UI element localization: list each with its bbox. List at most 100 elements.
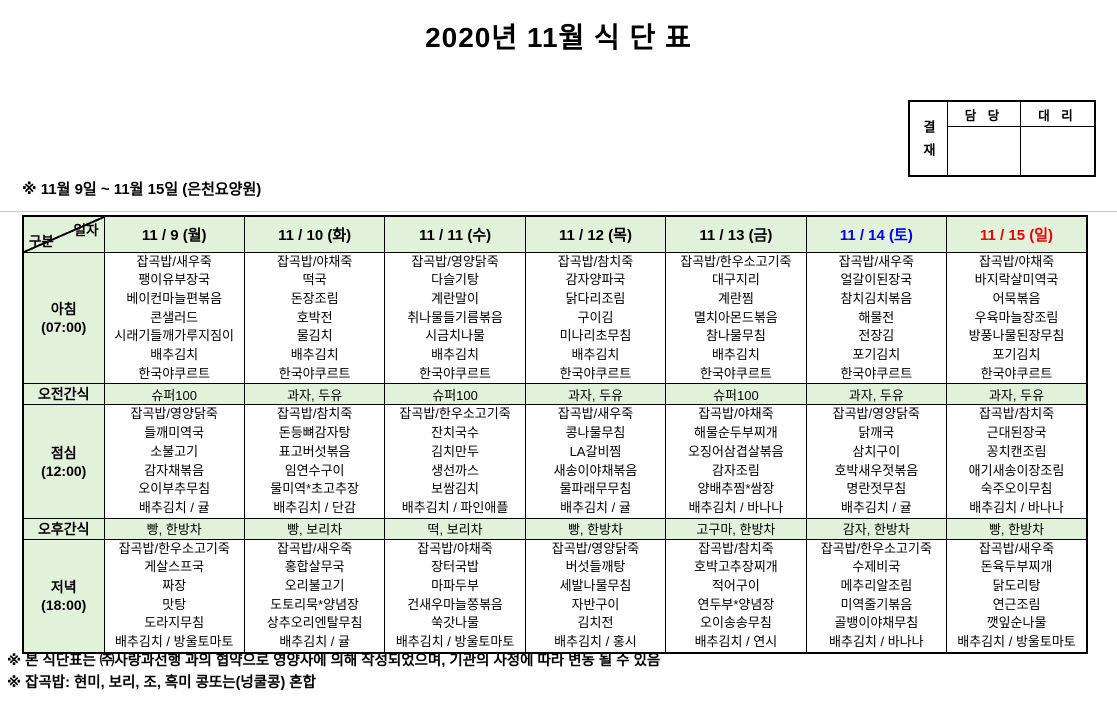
- footnotes: ※ 본 식단표는 ㈜사랑과선행 과의 협약으로 영양사에 의해 작성되었으며, …: [7, 650, 660, 694]
- menu-item: 계란말이: [431, 290, 479, 306]
- menu-item: 콩나물무침: [565, 425, 626, 441]
- menu-item: 오이부추무침: [138, 481, 211, 497]
- menu-item: 임연수구이: [284, 462, 345, 478]
- menu-item: 자반구이: [571, 596, 620, 612]
- menu-item: 잡곡밥/영양닭죽: [832, 406, 920, 422]
- menu-item: 수제비국: [852, 559, 901, 575]
- approval-sign-cell-damdang: [948, 127, 1021, 175]
- page-break-line: [0, 211, 1117, 212]
- snack-cell: 슈퍼100: [665, 383, 807, 406]
- menu-item: 대구지리: [711, 272, 760, 288]
- menu-item: 잡곡밥/참치죽: [698, 540, 774, 556]
- snack-cell: 빵, 보리차: [243, 517, 386, 540]
- approval-sign-cell-daeri: [1021, 127, 1094, 175]
- meal-cell: 잡곡밥/참치죽 호박고추장찌개 적어구이 연두부*양념장 오이송송무침 배추김치 / 연시: [665, 538, 807, 654]
- menu-item: 오리불고기: [284, 578, 345, 594]
- menu-item: 잡곡밥/야채죽: [276, 253, 353, 269]
- menu-item: 들깨미역국: [144, 425, 205, 441]
- menu-item: 한국야쿠르트: [700, 365, 772, 381]
- menu-item: 표고버섯볶음: [278, 443, 351, 459]
- menu-item: 잔치국수: [431, 425, 479, 441]
- menu-item: 감자채볶음: [144, 462, 205, 478]
- menu-item: 맛탕: [162, 596, 187, 612]
- menu-item: 배추김치: [290, 347, 339, 363]
- snack-cell: 슈퍼100: [103, 383, 245, 406]
- menu-item: 잡곡밥/참치죽: [978, 406, 1055, 422]
- menu-row: 오전간식 슈퍼100 과자, 두유 슈퍼100 과자, 두유 슈퍼100 과자, 두유 과자,…: [22, 383, 1088, 406]
- menu-item: 해물전: [858, 309, 895, 325]
- menu-item: 양배추찜*쌈장: [697, 481, 775, 497]
- day-header-3: 11 / 12 (목): [524, 215, 667, 253]
- menu-item: 물미역*초고추장: [270, 481, 360, 497]
- meal-cell: 잡곡밥/영양닭죽 버섯들깨탕 세발나물무침 자반구이 김치전 배추김치 / 홍시: [524, 538, 667, 654]
- menu-item: 잡곡밥/영양닭죽: [551, 540, 640, 556]
- menu-item: 골뱅이야채무침: [834, 615, 919, 631]
- meal-cell: 잡곡밥/참치죽 감자양파국 닭다리조림 구이김 미나리초무침 배추김치 한국야쿠르트: [524, 251, 667, 385]
- menu-item: 새송이야채볶음: [553, 462, 638, 478]
- menu-item: 한국야쿠르트: [559, 365, 632, 381]
- menu-item: 배추김치 / 바나나: [829, 634, 924, 650]
- menu-item: 한국야쿠르트: [980, 365, 1053, 381]
- snack-cell: 과자, 두유: [946, 383, 1088, 406]
- meal-cell: 잡곡밥/참치죽 근대된장국 꽁치캔조림 애기새송이장조림 숙주오이무침 배추김치 / 바나…: [946, 404, 1088, 519]
- menu-item: 잡곡밥/한우소고기죽: [680, 253, 792, 269]
- row-label: 점심 (12:00): [22, 404, 105, 519]
- menu-item: 배추김치: [571, 347, 620, 363]
- meal-cell: 잡곡밥/야채죽 바지락살미역국 어묵볶음 우육마늘장조림 방풍나물된장무침 포기김치 한국야…: [946, 251, 1088, 385]
- menu-item: 떡국: [302, 272, 327, 288]
- meal-cell: 잡곡밥/참치죽 돈등뼈감자탕 표고버섯볶음 임연수구이 물미역*초고추장 배추김치 / 단…: [243, 404, 386, 519]
- menu-item: 배추김치 / 귤: [279, 634, 350, 650]
- page-title: 2020년 11월 식 단 표: [425, 22, 692, 53]
- menu-item: 잡곡밥/새우죽: [276, 540, 353, 556]
- menu-item: 생선까스: [431, 462, 479, 478]
- snack-cell: 빵, 한방차: [103, 517, 245, 540]
- meal-cell: 잡곡밥/야채죽 장터국밥 마파두부 건새우마늘쫑볶음 쑥갓나물 배추김치 / 방울토마토: [384, 538, 526, 654]
- menu-item: 잡곡밥/영양닭죽: [130, 406, 218, 422]
- snack-cell: 고구마, 한방차: [665, 517, 807, 540]
- menu-item: 배추김치 / 귤: [138, 499, 210, 515]
- menu-item: 숙주오이무침: [980, 481, 1053, 497]
- menu-row: 오후간식 빵, 한방차 빵, 보리차 떡, 보리차 빵, 한방차 고구마, 한방차 감자, …: [22, 517, 1088, 540]
- menu-item: 도토리묵*양념장: [270, 596, 360, 612]
- menu-item: 잡곡밥/참치죽: [557, 253, 634, 269]
- menu-item: 닭도리탕: [992, 578, 1041, 594]
- approval-box: 결재 담 당 대 리: [908, 100, 1096, 177]
- meal-cell: 잡곡밥/영양닭죽 닭깨국 삼치구이 호박새우젓볶음 명란젓무침 배추김치 / 귤: [805, 404, 948, 519]
- menu-item: 한국야쿠르트: [419, 365, 491, 381]
- menu-row: 저녁 (18:00) 잡곡밥/한우소고기죽 게살스프국 짜장 맛탕 도라지무침 배추김치 / …: [22, 538, 1088, 654]
- menu-item: 잡곡밥/새우죽: [978, 540, 1055, 556]
- menu-item: 계란찜: [717, 290, 754, 306]
- corner-category-label: 구분: [29, 233, 54, 249]
- menu-item: 명란젓무침: [846, 481, 907, 497]
- day-header-2: 11 / 11 (수): [384, 215, 526, 253]
- menu-item: 홍합살무국: [284, 559, 345, 575]
- meal-cell: 잡곡밥/한우소고기죽 잔치국수 김치만두 생선까스 보쌈김치 배추김치 / 파인애플: [384, 404, 526, 519]
- meal-cell: 잡곡밥/야채죽 떡국 돈장조림 호박전 물김치 배추김치 한국야쿠르트: [243, 251, 386, 385]
- menu-row: 아침 (07:00) 잡곡밥/새우죽 팽이유부장국 베이컨마늘편볶음 콘샐러드 시래기들깨가…: [22, 251, 1088, 385]
- day-header-0: 11 / 9 (월): [103, 215, 245, 253]
- menu-item: 버섯들깨탕: [565, 559, 626, 575]
- menu-item: 닭깨국: [858, 425, 895, 441]
- menu-item: 구이김: [577, 309, 614, 325]
- menu-item: 게살스프국: [144, 559, 205, 575]
- menu-item: 돈장조림: [290, 290, 339, 306]
- menu-item: 오징어삼겹살볶음: [688, 443, 784, 459]
- menu-body: 아침 (07:00) 잡곡밥/새우죽 팽이유부장국 베이컨마늘편볶음 콘샐러드 시래기들깨가…: [22, 251, 1088, 654]
- day-header-6: 11 / 15 (일): [946, 215, 1088, 253]
- menu-item: 보쌈김치: [431, 481, 479, 497]
- menu-item: 감자조림: [711, 462, 760, 478]
- menu-item: 방풍나물된장무침: [968, 328, 1065, 344]
- menu-item: 미역줄기볶음: [840, 596, 913, 612]
- menu-item: 애기새송이장조림: [968, 462, 1065, 478]
- menu-item: 배추김치 / 귤: [560, 499, 631, 515]
- menu-item: 잡곡밥/야채죽: [698, 406, 774, 422]
- menu-item: 베이컨마늘편볶음: [126, 290, 223, 306]
- menu-item: 팽이유부장국: [138, 272, 211, 288]
- menu-item: 잡곡밥/야채죽: [417, 540, 493, 556]
- approval-title: 결재: [910, 102, 948, 175]
- menu-table: 일자 구분 11 / 9 (월) 11 / 10 (화) 11 / 11 (수) 11…: [22, 215, 1088, 654]
- menu-item: 해물순두부찌개: [694, 425, 778, 441]
- menu-item: 배추김치: [431, 347, 479, 363]
- day-header-4: 11 / 13 (금): [665, 215, 807, 253]
- menu-item: 적어구이: [711, 578, 760, 594]
